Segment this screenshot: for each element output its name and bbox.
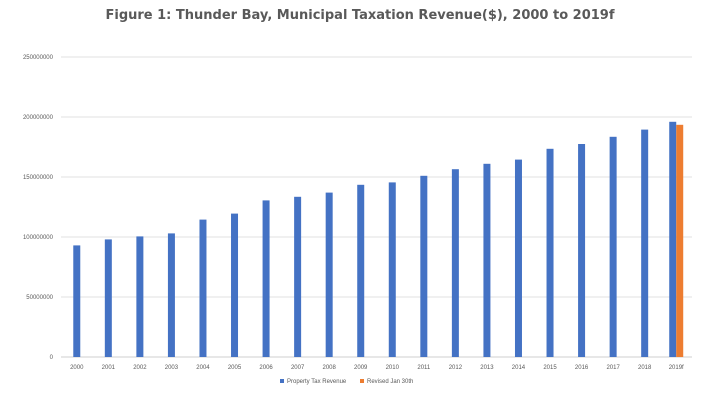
bar-2005-property-tax-revenue (231, 213, 239, 357)
bar-2018-property-tax-revenue (641, 129, 649, 357)
bar-2002-property-tax-revenue (136, 236, 144, 357)
x-tick-label: 2011 (417, 365, 431, 371)
x-tick-label: 2002 (133, 365, 147, 371)
bar-2009-property-tax-revenue (357, 184, 365, 357)
bar-2008-property-tax-revenue (325, 192, 333, 357)
x-tick-label: 2004 (196, 365, 210, 371)
legend: Property Tax Revenue Revised Jan 30th (280, 379, 413, 385)
x-tick-label: 2003 (165, 365, 179, 371)
y-tick-label: 150000000 (23, 175, 54, 181)
y-tick-label: 100000000 (23, 235, 54, 241)
bar-2016-property-tax-revenue (578, 144, 586, 357)
y-axis-ticks: 0 50000000 100000000 150000000 200000000 2500… (23, 55, 54, 361)
x-tick-label: 2008 (322, 365, 336, 371)
bar-2012-property-tax-revenue (451, 169, 459, 357)
x-tick-label: 2010 (386, 365, 400, 371)
bar-2006-property-tax-revenue (262, 200, 270, 357)
x-tick-label: 2013 (480, 365, 494, 371)
x-tick-label: 2012 (449, 365, 463, 371)
x-tick-label: 2017 (606, 365, 620, 371)
x-tick-label: 2014 (512, 365, 526, 371)
bar-2013-property-tax-revenue (483, 163, 491, 357)
bar-2003-property-tax-revenue (167, 233, 175, 357)
bars (73, 121, 684, 357)
x-tick-label: 2000 (70, 365, 84, 371)
x-tick-label: 2019f (669, 365, 684, 371)
bar-2001-property-tax-revenue (104, 239, 112, 357)
x-tick-label: 2007 (291, 365, 305, 371)
legend-swatch (360, 379, 364, 383)
bar-2007-property-tax-revenue (294, 196, 302, 357)
bar-2017-property-tax-revenue (609, 136, 617, 357)
y-tick-label: 250000000 (23, 55, 54, 61)
bar-2015-property-tax-revenue (546, 148, 554, 357)
x-axis-ticks: 2000 2001 2002 2003 2004 2005 2006 2007 2008 2009… (70, 365, 684, 371)
legend-label: Revised Jan 30th (367, 379, 413, 385)
y-tick-label: 50000000 (26, 295, 53, 301)
y-tick-label: 0 (50, 355, 54, 361)
gridlines (61, 56, 692, 358)
x-tick-label: 2016 (575, 365, 589, 371)
x-tick-label: 2005 (228, 365, 242, 371)
legend-swatch (280, 379, 284, 383)
x-tick-label: 2006 (259, 365, 273, 371)
chart-title: Figure 1: Thunder Bay, Municipal Taxatio… (105, 8, 615, 23)
bar-2010-property-tax-revenue (388, 182, 396, 357)
bar-2014-property-tax-revenue (514, 159, 522, 357)
bar-2011-property-tax-revenue (420, 175, 428, 357)
x-tick-label: 2001 (102, 365, 116, 371)
bar-2000-property-tax-revenue (73, 245, 81, 357)
legend-label: Property Tax Revenue (287, 379, 347, 385)
x-tick-label: 2018 (638, 365, 652, 371)
x-tick-label: 2009 (354, 365, 368, 371)
bar-2004-property-tax-revenue (199, 219, 207, 357)
bar-2019f-revised-jan-30th (676, 124, 684, 357)
y-tick-label: 200000000 (23, 115, 54, 121)
bar-2019f-property-tax-revenue (669, 121, 677, 357)
x-tick-label: 2015 (543, 365, 557, 371)
